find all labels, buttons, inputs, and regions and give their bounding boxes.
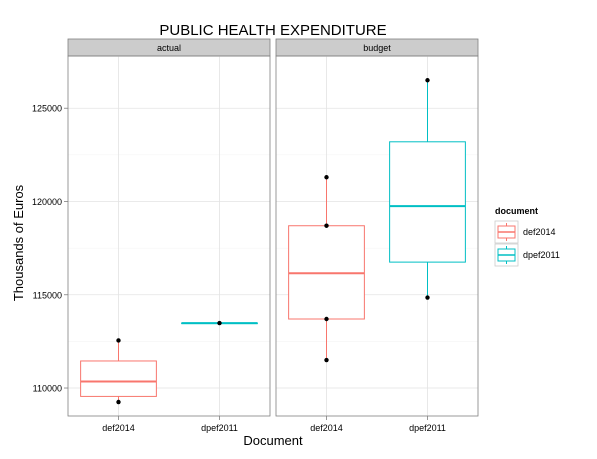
data-point — [425, 78, 430, 83]
y-tick-label: 115000 — [33, 290, 62, 300]
legend-label: def2014 — [523, 227, 556, 237]
y-tick-label: 110000 — [33, 384, 62, 394]
x-tick-label: def2014 — [310, 423, 343, 433]
strip-label-budget: budget — [363, 43, 391, 53]
y-axis: 110000 115000 120000 125000 — [32, 104, 68, 394]
data-point — [116, 338, 121, 343]
legend: document def2014 dpef2011 — [494, 206, 560, 267]
panel-border — [67, 55, 271, 417]
panel-budget: budget def2014 dpef2011 — [275, 38, 479, 433]
panel-actual: actual def2014 dpef2011 — [67, 38, 271, 433]
box-iqr — [389, 141, 466, 263]
data-point — [324, 316, 329, 322]
x-tick-label: dpef2011 — [409, 423, 446, 433]
box-actual-dpef2011 — [181, 320, 258, 326]
x-tick-label: dpef2011 — [201, 423, 238, 433]
box-budget-dpef2011 — [389, 78, 466, 300]
strip-label-actual: actual — [157, 43, 181, 53]
data-point — [217, 320, 222, 326]
chart-title: PUBLIC HEALTH EXPENDITURE — [159, 22, 386, 39]
box-iqr — [80, 360, 157, 397]
x-tick-label: def2014 — [102, 423, 135, 433]
panel-border — [275, 55, 479, 417]
legend-item-dpef2011: dpef2011 — [494, 243, 560, 267]
facet-panels: actual def2014 dpef2011 budget def2014 dpef20… — [67, 38, 479, 433]
box-actual-def2014 — [80, 338, 157, 405]
data-point — [324, 175, 329, 180]
legend-title: document — [495, 206, 538, 216]
y-tick-label: 120000 — [32, 197, 62, 207]
box-budget-def2014 — [288, 175, 365, 363]
legend-label: dpef2011 — [523, 250, 560, 260]
data-point — [324, 223, 329, 228]
data-point — [324, 357, 329, 363]
x-axis-title: Document — [243, 433, 303, 448]
data-point — [425, 295, 430, 300]
legend-item-def2014: def2014 — [494, 220, 556, 244]
y-axis-title: Thousands of Euros — [11, 184, 26, 301]
y-tick-label: 125000 — [32, 104, 62, 114]
data-point — [116, 399, 121, 405]
